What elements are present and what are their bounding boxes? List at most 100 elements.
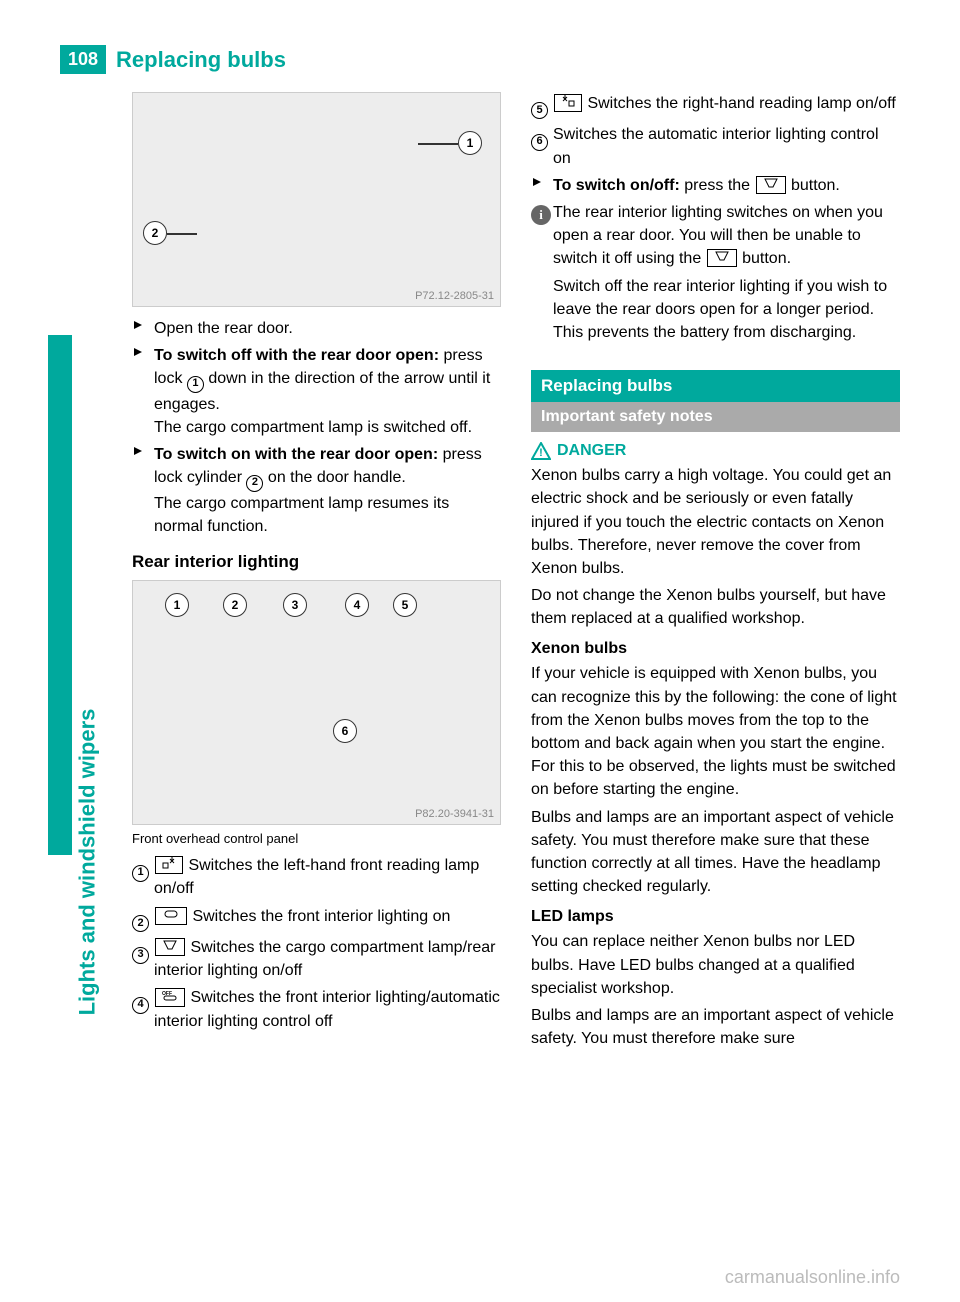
watermark: carmanualsonline.info (725, 1267, 900, 1288)
xenon-p2: Bulbs and lamps are an important aspect … (531, 806, 900, 899)
step-body: To switch on with the rear door open: pr… (154, 443, 501, 538)
warning-triangle-icon: ! (531, 442, 551, 460)
right-column: 5 Switches the right-hand reading lamp o… (531, 92, 900, 1054)
legend-text: Switches the front interior lighting/aut… (154, 989, 500, 1029)
triangle-marker-icon (132, 344, 154, 439)
side-section-label: Lights and windshield wipers (72, 320, 102, 875)
cargo-lamp-symbol-icon (707, 249, 737, 267)
legend-3: 3 Switches the cargo compartment lamp/re… (132, 936, 501, 982)
legend-text: Switches the cargo compartment lamp/rear… (154, 939, 495, 979)
triangle-marker-icon (132, 317, 154, 340)
step-switch-on: To switch on with the rear door open: pr… (132, 443, 501, 538)
ref-1-icon: 1 (187, 376, 204, 393)
callout-1-icon: 1 (165, 593, 189, 617)
legend-1: 1 Switches the left-hand front reading l… (132, 854, 501, 900)
callout-6-icon: 6 (333, 719, 357, 743)
danger-heading: ! DANGER (531, 442, 900, 460)
figure-code: P82.20-3941-31 (415, 808, 494, 820)
step-bold: To switch off with the rear door open: (154, 347, 439, 364)
legend-body: OFF Switches the front interior lighting… (154, 986, 501, 1032)
callout-line (167, 233, 197, 235)
ref-2-icon: 2 (246, 475, 263, 492)
triangle-marker-icon (531, 174, 553, 197)
info-icon: i (531, 201, 553, 348)
interior-light-on-symbol-icon (155, 907, 187, 925)
step-toggle: To switch on/off: press the button. (531, 174, 900, 197)
legend-text: Switches the right-hand reading lamp on/… (583, 95, 896, 112)
num-5-icon: 5 (531, 92, 553, 119)
info-note: i The rear interior lighting switches on… (531, 201, 900, 348)
step-bold: To switch on/off: (553, 177, 680, 194)
reading-lamp-left-symbol-icon (155, 856, 183, 874)
xenon-p1: If your vehicle is equipped with Xenon b… (531, 662, 900, 801)
info-p1b: button. (738, 250, 791, 267)
legend-text: Switches the front interior lighting on (188, 908, 450, 925)
subheading-rear-interior: Rear interior lighting (132, 552, 501, 572)
legend-text: Switches the left-hand front reading lam… (154, 857, 479, 897)
step-body: To switch on/off: press the button. (553, 174, 900, 197)
callout-3-icon: 3 (283, 593, 307, 617)
callout-line (418, 143, 458, 145)
two-column-layout: 1 2 P72.12-2805-31 Open the rear door. T… (132, 92, 900, 1054)
side-section-text: Lights and windshield wipers (74, 709, 100, 1016)
section-bar-replacing: Replacing bulbs (531, 370, 900, 402)
step-body: To switch off with the rear door open: p… (154, 344, 501, 439)
danger-p1: Xenon bulbs carry a high voltage. You co… (531, 464, 900, 580)
danger-label: DANGER (557, 442, 626, 460)
info-p2: Switch off the rear interior lighting if… (553, 275, 900, 345)
figure-door-lock: 1 2 P72.12-2805-31 (132, 92, 501, 307)
step-result: The cargo compartment lamp resumes its n… (154, 492, 501, 538)
svg-text:!: ! (539, 447, 543, 459)
figure-overhead-panel: 1 2 3 4 5 6 P82.20-3941-31 (132, 580, 501, 825)
interior-light-off-symbol-icon: OFF (155, 988, 185, 1007)
step-result: The cargo compartment lamp is switched o… (154, 416, 501, 439)
step-pt2: down in the direction of the arrow until… (154, 370, 490, 412)
step-bold: To switch on with the rear door open: (154, 446, 438, 463)
step-pt2: on the door handle. (263, 469, 405, 486)
callout-2-icon: 2 (143, 221, 167, 245)
subhead-xenon: Xenon bulbs (531, 640, 900, 658)
info-p1: The rear interior lighting switches on w… (553, 201, 900, 271)
figure-caption: Front overhead control panel (132, 831, 501, 846)
step-text: Open the rear door. (154, 317, 501, 340)
led-p1: You can replace neither Xenon bulbs nor … (531, 930, 900, 1000)
left-column: 1 2 P72.12-2805-31 Open the rear door. T… (132, 92, 501, 1054)
step-switch-off: To switch off with the rear door open: p… (132, 344, 501, 439)
page-number: 108 (60, 45, 106, 74)
step-pt1: press the (680, 177, 755, 194)
cargo-lamp-symbol-icon (756, 176, 786, 194)
triangle-marker-icon (132, 443, 154, 538)
legend-body: Switches the left-hand front reading lam… (154, 854, 501, 900)
legend-text: Switches the automatic interior lighting… (553, 123, 900, 169)
legend-body: Switches the front interior lighting on (154, 905, 501, 932)
legend-4: 4 OFF Switches the front interior lighti… (132, 986, 501, 1032)
page: 108 Replacing bulbs Lights and windshiel… (0, 0, 960, 1302)
step-open-rear-door: Open the rear door. (132, 317, 501, 340)
num-3-icon: 3 (132, 936, 154, 982)
subhead-led: LED lamps (531, 908, 900, 926)
callout-5-icon: 5 (393, 593, 417, 617)
danger-p2: Do not change the Xenon bulbs yourself, … (531, 584, 900, 630)
legend-6: 6 Switches the automatic interior lighti… (531, 123, 900, 169)
callout-2-icon: 2 (223, 593, 247, 617)
step-pt2: button. (787, 177, 840, 194)
reading-lamp-right-symbol-icon (554, 94, 582, 112)
num-1-icon: 1 (132, 854, 154, 900)
figure-code: P72.12-2805-31 (415, 290, 494, 302)
side-tab-marker (48, 335, 72, 855)
num-6-icon: 6 (531, 123, 553, 169)
legend-5: 5 Switches the right-hand reading lamp o… (531, 92, 900, 119)
led-p2: Bulbs and lamps are an important aspect … (531, 1004, 900, 1050)
callout-4-icon: 4 (345, 593, 369, 617)
callout-1-icon: 1 (458, 131, 482, 155)
info-body: The rear interior lighting switches on w… (553, 201, 900, 348)
section-bar-safety: Important safety notes (531, 402, 900, 432)
cargo-lamp-symbol-icon (155, 938, 185, 956)
num-4-icon: 4 (132, 986, 154, 1032)
header-row: 108 Replacing bulbs (60, 45, 900, 74)
legend-2: 2 Switches the front interior lighting o… (132, 905, 501, 932)
num-2-icon: 2 (132, 905, 154, 932)
legend-body: Switches the cargo compartment lamp/rear… (154, 936, 501, 982)
legend-body: Switches the right-hand reading lamp on/… (553, 92, 900, 119)
header-title: Replacing bulbs (116, 47, 286, 73)
